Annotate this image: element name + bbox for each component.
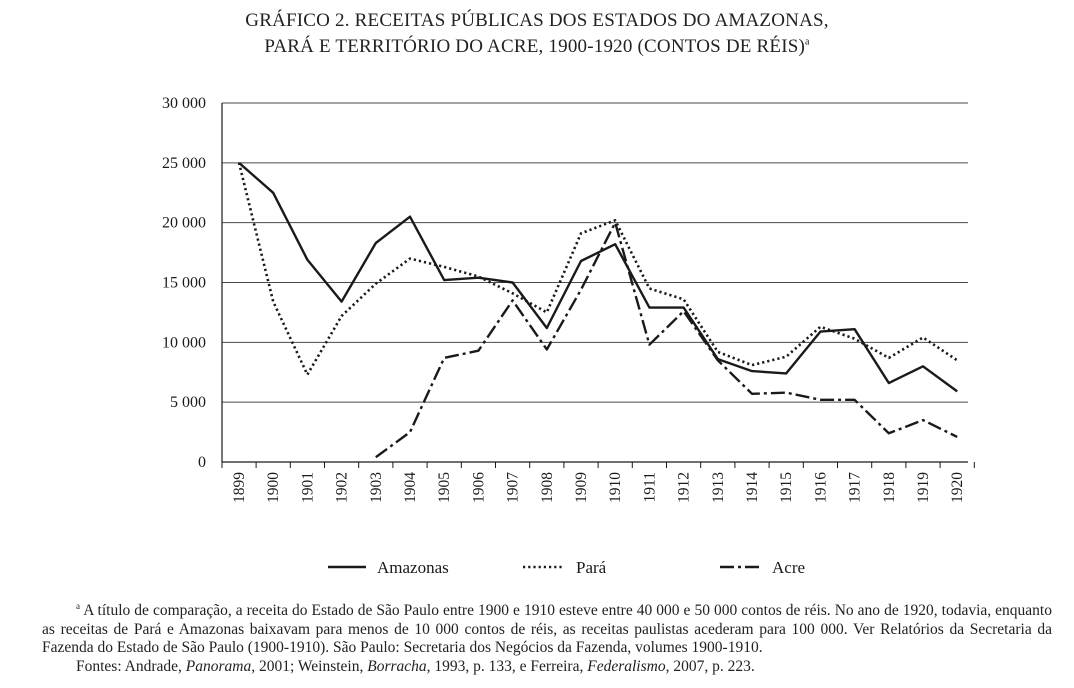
source-3-rest: , 2007, p. 223. [665, 657, 755, 675]
x-tick-label-1915: 1915 [778, 472, 795, 503]
x-tick-label-1911: 1911 [641, 472, 658, 502]
chart-title-line-2-text: PARÁ E TERRITÓRIO DO ACRE, 1900-1920 (CO… [264, 36, 806, 57]
source-1-title: Panorama [185, 657, 252, 675]
x-tick-label-1920: 1920 [949, 472, 966, 503]
sources-line: Fontes: Andrade, Panorama, 2001; Weinste… [42, 658, 1052, 677]
legend-label-amazonas: Amazonas [377, 558, 449, 577]
footnote-text: A título de comparação, a receita do Est… [42, 602, 1052, 656]
chart-title: GRÁFICO 2. RECEITAS PÚBLICAS DOS ESTADOS… [0, 8, 1074, 60]
x-tick-label-1916: 1916 [812, 472, 829, 503]
x-tick-label-1905: 1905 [436, 472, 453, 503]
x-tick-label-1903: 1903 [368, 472, 385, 503]
footnote-marker: a [76, 600, 80, 611]
title-footnote-marker: a [805, 36, 810, 48]
y-tick-label-25000: 25 000 [162, 155, 206, 172]
sources-prefix: Fontes: Andrade, [76, 657, 186, 675]
series-line-acre [375, 221, 958, 459]
legend-label-acre: Acre [772, 558, 805, 577]
x-tick-label-1900: 1900 [265, 472, 282, 503]
x-tick-label-1910: 1910 [607, 472, 624, 503]
x-tick-label-1906: 1906 [470, 472, 487, 503]
source-2-title: Borracha [367, 657, 427, 675]
x-tick-label-1918: 1918 [881, 472, 898, 503]
x-tick-label-1914: 1914 [744, 472, 761, 503]
source-3-title: Federalismo [587, 657, 666, 675]
line-chart: 0 5 000 10 000 15 000 20 000 25 000 30 000 1899… [162, 95, 975, 577]
series-line-amazonas [238, 161, 958, 393]
footnote-paragraph: a A título de comparação, a receita do E… [42, 600, 1052, 658]
source-2-rest: , 1993, p. 133, e Ferreira, [426, 657, 588, 675]
source-1-rest: , 2001; Weinstein, [251, 657, 368, 675]
y-tick-label-30000: 30 000 [162, 95, 206, 112]
x-tick-label-1912: 1912 [676, 472, 693, 503]
y-tick-label-5000: 5 000 [170, 394, 206, 411]
legend-label-par-: Pará [576, 558, 607, 577]
x-tick-label-1907: 1907 [505, 472, 522, 503]
y-tick-label-0: 0 [198, 454, 206, 471]
x-tick-label-1904: 1904 [402, 472, 419, 503]
x-tick-label-1919: 1919 [915, 472, 932, 503]
x-tick-label-1899: 1899 [231, 472, 248, 503]
chart-title-line-1: GRÁFICO 2. RECEITAS PÚBLICAS DOS ESTADOS… [245, 10, 829, 31]
x-tick-label-1913: 1913 [710, 472, 727, 503]
x-tick-label-1901: 1901 [299, 472, 316, 503]
chart-title-line-2: PARÁ E TERRITÓRIO DO ACRE, 1900-1920 (CO… [0, 34, 1074, 60]
y-tick-label-10000: 10 000 [162, 334, 206, 351]
x-tick-label-1908: 1908 [539, 472, 556, 503]
footnote: a A título de comparação, a receita do E… [42, 600, 1052, 677]
x-tick-label-1917: 1917 [847, 472, 864, 503]
y-tick-label-15000: 15 000 [162, 275, 206, 292]
y-tick-label-20000: 20 000 [162, 215, 206, 232]
x-tick-label-1902: 1902 [334, 472, 351, 503]
x-tick-label-1909: 1909 [573, 472, 590, 503]
